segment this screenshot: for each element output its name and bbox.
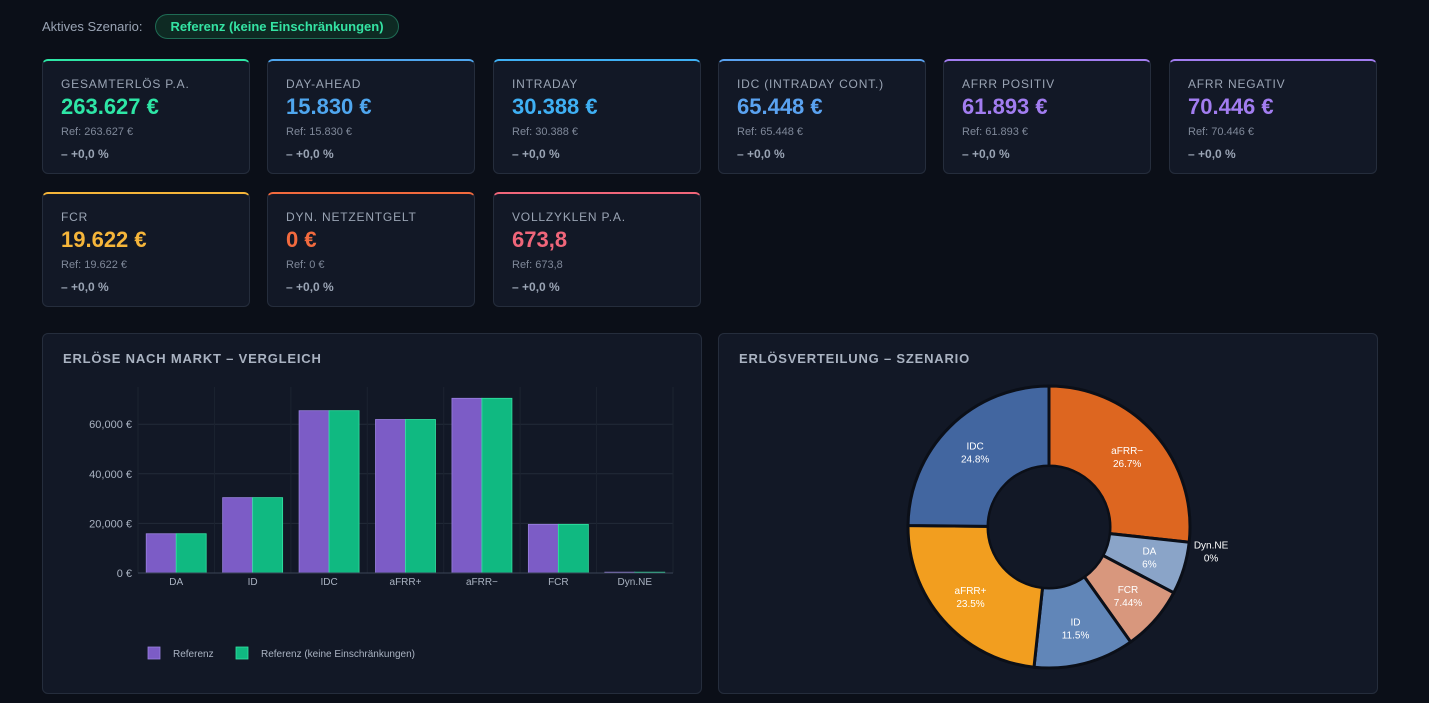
slice-percent: 11.5% — [1062, 631, 1090, 642]
bar — [175, 533, 207, 574]
slice-percent: 0% — [1204, 553, 1219, 564]
slice-label: aFRR+ — [955, 586, 987, 597]
kpi-ref: Ref: 70.446 € — [1188, 126, 1255, 138]
pie-slice — [1047, 384, 1192, 544]
kpi-title: Dyn. Netzentgelt — [286, 210, 417, 224]
pie-chart: aFRR− 26.7% Dyn.NE 0% DA 6% FCR 7.44% ID 11.5% aFR… — [906, 384, 1229, 670]
kpi-card: Intraday 30.388 € Ref: 30.388 € – +0,0 % — [493, 59, 701, 174]
bar-chart-panel: Erlöse nach Markt – Vergleich 0 € 20,000 … — [42, 333, 702, 694]
kpi-delta: – +0,0 % — [286, 280, 334, 294]
pie-slice — [906, 384, 1051, 528]
bar-chart-title: Erlöse nach Markt – Vergleich — [63, 351, 322, 366]
kpi-card: Dyn. Netzentgelt 0 € Ref: 0 € – +0,0 % — [267, 192, 475, 307]
kpi-delta: – +0,0 % — [61, 147, 109, 161]
kpi-delta: – +0,0 % — [286, 147, 334, 161]
bar — [252, 497, 284, 574]
kpi-delta: – +0,0 % — [1188, 147, 1236, 161]
slice-percent: 6% — [1142, 560, 1157, 571]
slice-label: aFRR− — [1111, 446, 1143, 457]
kpi-ref: Ref: 15.830 € — [286, 126, 353, 138]
kpi-ref: Ref: 19.622 € — [61, 259, 128, 271]
bar — [451, 397, 483, 574]
bar — [328, 410, 360, 574]
bar — [222, 497, 254, 574]
kpi-value: 263.627 € — [61, 94, 159, 119]
kpi-value: 30.388 € — [512, 94, 598, 119]
kpi-value: 673,8 — [512, 227, 568, 252]
slice-label: ID — [1071, 618, 1081, 629]
kpi-ref: Ref: 65.448 € — [737, 126, 804, 138]
kpi-card: Gesamterlös p.a. 263.627 € Ref: 263.627 € –… — [42, 59, 250, 174]
y-tick-label: 60,000 € — [89, 419, 132, 431]
kpi-title: aFRR Negativ — [1188, 77, 1286, 91]
kpi-title: Intraday — [512, 77, 579, 91]
bar — [375, 419, 406, 574]
kpi-card: Day-Ahead 15.830 € Ref: 15.830 € – +0,0 % — [267, 59, 475, 174]
slice-percent: 26.7% — [1113, 459, 1141, 470]
kpi-title: IDC (Intraday Cont.) — [737, 77, 884, 91]
x-tick-label: DA — [169, 577, 183, 588]
kpi-card: aFRR Negativ 70.446 € Ref: 70.446 € – +0,0 … — [1169, 59, 1377, 174]
pie-slice — [906, 523, 1045, 669]
slice-label: FCR — [1118, 585, 1139, 596]
kpi-delta: – +0,0 % — [737, 147, 785, 161]
legend-label: Referenz (keine Einschränkungen) — [261, 649, 415, 660]
kpi-delta: – +0,0 % — [512, 280, 560, 294]
bar — [557, 523, 589, 574]
kpi-title: Vollzyklen p.a. — [512, 210, 626, 224]
kpi-ref: Ref: 0 € — [286, 259, 325, 271]
x-tick-label: IDC — [320, 577, 337, 588]
kpi-ref: Ref: 61.893 € — [962, 126, 1029, 138]
x-tick-label: aFRR+ — [390, 577, 422, 588]
x-tick-label: ID — [248, 577, 258, 588]
y-tick-label: 40,000 € — [89, 469, 132, 481]
kpi-delta: – +0,0 % — [61, 280, 109, 294]
slice-percent: 24.8% — [961, 454, 989, 465]
kpi-card: IDC (Intraday Cont.) 65.448 € Ref: 65.448 … — [718, 59, 926, 174]
slice-percent: 7.44% — [1114, 598, 1142, 609]
x-tick-label: FCR — [548, 577, 569, 588]
bar — [481, 397, 513, 574]
kpi-value: 19.622 € — [61, 227, 147, 252]
kpi-title: Day-Ahead — [286, 77, 362, 91]
x-tick-label: Dyn.NE — [618, 577, 653, 588]
legend-label: Referenz — [173, 649, 214, 660]
bar — [527, 523, 559, 574]
donut-hole — [989, 467, 1109, 587]
scenario-badge[interactable]: Referenz (keine Einschränkungen) — [155, 14, 399, 39]
kpi-card: aFRR Positiv 61.893 € Ref: 61.893 € – +0,0 … — [943, 59, 1151, 174]
scenario-bar: Aktives Szenario: Referenz (keine Einsch… — [42, 14, 399, 39]
bar-chart: 0 € 20,000 € 40,000 € 60,000 € DA ID IDC aFRR+ a… — [89, 387, 674, 660]
kpi-ref: Ref: 263.627 € — [61, 126, 134, 138]
bar — [405, 419, 436, 574]
bar — [145, 533, 177, 574]
slice-label: IDC — [967, 441, 984, 452]
kpi-title: FCR — [61, 210, 89, 224]
kpi-value: 15.830 € — [286, 94, 372, 119]
kpi-ref: Ref: 673,8 — [512, 259, 563, 271]
kpi-title: aFRR Positiv — [962, 77, 1055, 91]
legend-swatch — [235, 646, 249, 660]
slice-label: Dyn.NE — [1194, 540, 1229, 551]
kpi-ref: Ref: 30.388 € — [512, 126, 579, 138]
kpi-delta: – +0,0 % — [962, 147, 1010, 161]
legend-swatch — [147, 646, 161, 660]
bar — [298, 410, 330, 574]
kpi-delta: – +0,0 % — [512, 147, 560, 161]
pie-chart-panel: Erlösverteilung – Szenario aFRR− 26.7% Dyn… — [718, 333, 1378, 694]
y-tick-label: 0 € — [117, 568, 132, 580]
y-tick-label: 20,000 € — [89, 518, 132, 530]
kpi-card: Vollzyklen p.a. 673,8 Ref: 673,8 – +0,0 % — [493, 192, 701, 307]
pie-chart-title: Erlösverteilung – Szenario — [739, 351, 970, 366]
kpi-value: 61.893 € — [962, 94, 1048, 119]
kpi-value: 65.448 € — [737, 94, 823, 119]
slice-percent: 23.5% — [956, 599, 984, 610]
kpi-value: 0 € — [286, 227, 317, 252]
slice-label: DA — [1142, 547, 1156, 558]
x-tick-label: aFRR− — [466, 577, 498, 588]
kpi-title: Gesamterlös p.a. — [61, 77, 190, 91]
kpi-card: FCR 19.622 € Ref: 19.622 € – +0,0 % — [42, 192, 250, 307]
scenario-label: Aktives Szenario: — [42, 19, 143, 34]
kpi-value: 70.446 € — [1188, 94, 1274, 119]
